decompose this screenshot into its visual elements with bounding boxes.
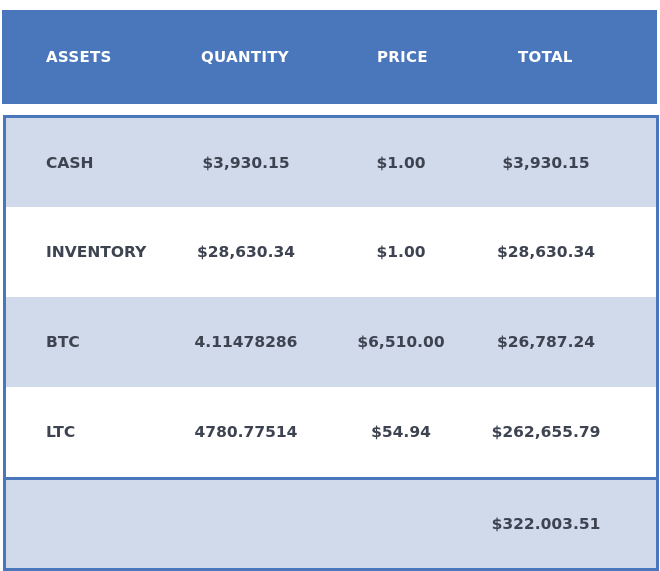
price-cell: $54.94 — [371, 423, 431, 441]
asset-cell: LTC — [46, 423, 76, 441]
table-row: LTC 4780.77514 $54.94 $262,655.79 — [6, 387, 656, 477]
quantity-cell: 4780.77514 — [194, 423, 298, 441]
asset-cell: CASH — [46, 153, 94, 172]
quantity-cell: $3,930.15 — [202, 153, 290, 172]
table-row: CASH $3,930.15 $1.00 $3,930.15 — [6, 118, 656, 207]
total-divider — [6, 477, 656, 480]
table-header: ASSETS QUANTITY PRICE TOTAL — [2, 10, 657, 104]
total-cell: $3,930.15 — [502, 153, 590, 172]
asset-cell: INVENTORY — [46, 243, 147, 261]
quantity-cell: 4.11478286 — [194, 333, 298, 351]
grand-total-row: $322.003.51 — [6, 480, 656, 568]
asset-cell: BTC — [46, 333, 80, 351]
price-cell: $1.00 — [376, 243, 426, 261]
column-header-assets: ASSETS — [46, 48, 112, 66]
price-cell: $1.00 — [376, 153, 426, 172]
assets-table: CASH $3,930.15 $1.00 $3,930.15 INVENTORY… — [3, 115, 659, 571]
price-cell: $6,510.00 — [357, 333, 445, 351]
column-header-total: TOTAL — [518, 48, 573, 66]
total-cell: $26,787.24 — [496, 333, 596, 351]
quantity-cell: $28,630.34 — [196, 243, 296, 261]
table-row: INVENTORY $28,630.34 $1.00 $28,630.34 — [6, 207, 656, 297]
grand-total-cell: $322.003.51 — [491, 515, 601, 533]
total-cell: $28,630.34 — [496, 243, 596, 261]
table-row: BTC 4.11478286 $6,510.00 $26,787.24 — [6, 297, 656, 387]
total-cell: $262,655.79 — [491, 423, 601, 441]
column-header-quantity: QUANTITY — [201, 48, 289, 66]
column-header-price: PRICE — [377, 48, 428, 66]
